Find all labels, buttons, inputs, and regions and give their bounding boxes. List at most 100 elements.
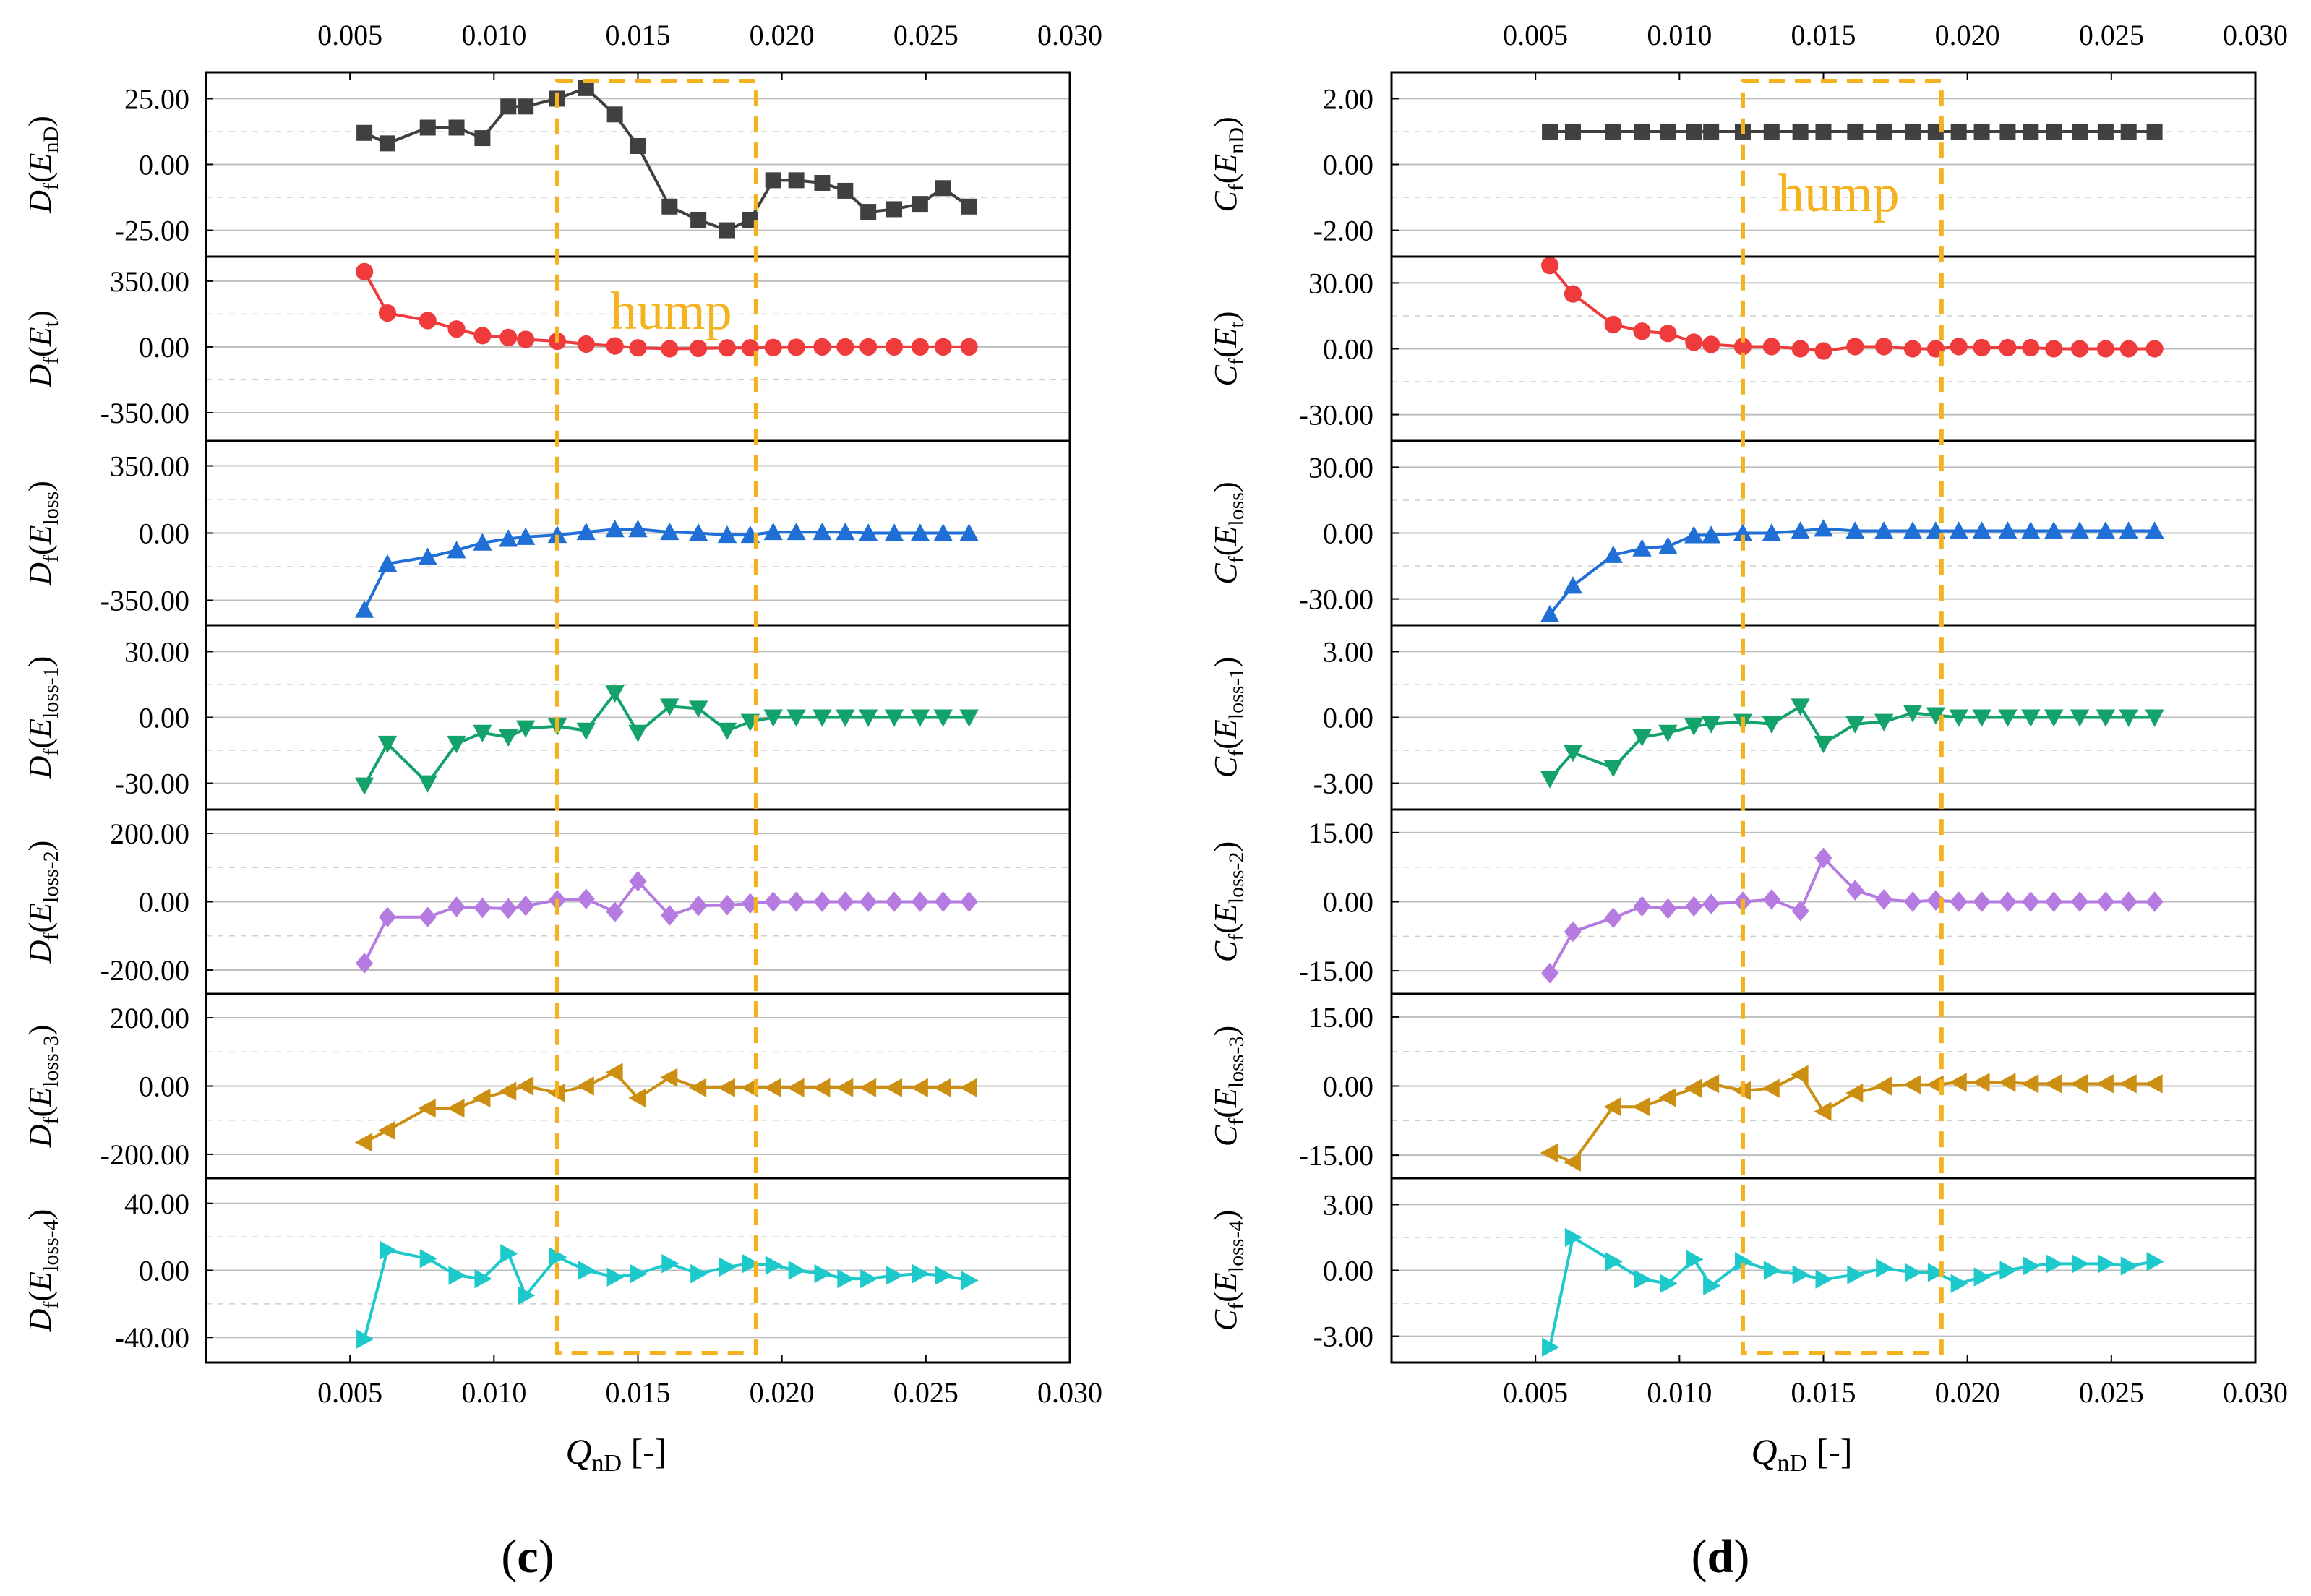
subplot-frame xyxy=(1390,1177,2257,1364)
data-point xyxy=(1791,1065,1809,1084)
data-point xyxy=(1998,709,2018,727)
data-point xyxy=(1542,1337,1560,1357)
y-axis-label-main: C xyxy=(1208,191,1243,213)
data-point xyxy=(2146,1252,2164,1271)
y-tick-label: 0.00 xyxy=(1323,149,1373,181)
y-tick-label: 200.00 xyxy=(110,1002,189,1034)
bottom-x-tick-label: 0.015 xyxy=(606,1376,671,1409)
data-point xyxy=(813,891,831,912)
y-axis-label: Df(Eloss-4) xyxy=(22,1209,63,1333)
data-point xyxy=(719,222,735,239)
data-point xyxy=(660,522,679,541)
data-point xyxy=(742,1254,760,1274)
data-point xyxy=(1950,891,1968,912)
y-tick-label: 15.00 xyxy=(1308,817,1373,849)
y-tick-label: 0.00 xyxy=(139,886,189,919)
subplot-7: 40.00 0.00 -40.00 Df(Eloss-4) xyxy=(22,1177,1071,1364)
data-point xyxy=(1903,705,1923,723)
data-point xyxy=(858,1078,877,1098)
data-point xyxy=(473,533,492,551)
data-point xyxy=(763,522,783,541)
data-point xyxy=(517,895,535,917)
data-point xyxy=(1762,716,1781,734)
y-axis-label-main: C xyxy=(1208,1309,1243,1331)
y-axis-label-sub2: loss-2 xyxy=(1225,852,1248,904)
data-point xyxy=(719,1257,737,1277)
bottom-x-tick-label: 0.010 xyxy=(461,1376,526,1409)
y-axis-label: Cf(Eloss-1) xyxy=(1208,657,1248,778)
data-point xyxy=(786,1078,805,1098)
data-point xyxy=(933,523,953,541)
data-point xyxy=(379,1240,398,1260)
data-point xyxy=(354,600,374,618)
data-point xyxy=(1972,521,1991,539)
data-point xyxy=(787,891,805,912)
data-point xyxy=(2070,891,2089,912)
data-point xyxy=(763,709,783,727)
subplot-6: 200.00 0.00 -200.00 Df(Eloss-3) xyxy=(22,992,1071,1180)
y-tick-label: 30.00 xyxy=(124,635,189,668)
data-point xyxy=(1564,1227,1583,1248)
data-point xyxy=(886,1266,904,1285)
data-point xyxy=(1949,709,1968,727)
data-point xyxy=(2145,891,2164,912)
data-point xyxy=(1903,340,1922,358)
y-axis-label-var: E xyxy=(1208,327,1243,348)
y-tick-label: -3.00 xyxy=(1313,768,1373,800)
x-axis-label-main: Q xyxy=(565,1431,591,1472)
data-point xyxy=(2044,1074,2062,1094)
data-point xyxy=(910,523,930,541)
y-axis-label-sub2: t xyxy=(39,320,63,327)
data-point xyxy=(1659,898,1677,919)
data-point xyxy=(813,1078,831,1098)
data-point xyxy=(1633,322,1651,340)
data-point xyxy=(1603,545,1623,563)
y-axis-label-sub1: f xyxy=(39,1302,63,1309)
y-axis-label-var: E xyxy=(22,525,58,545)
data-point xyxy=(1540,963,1559,984)
y-axis-label-sub1: f xyxy=(39,357,63,364)
data-point xyxy=(419,312,437,330)
data-point xyxy=(378,906,397,928)
data-point xyxy=(1950,123,1967,140)
data-point xyxy=(2072,123,2088,140)
y-axis-label-paren-open: ( xyxy=(1208,923,1243,934)
hump-label: hump xyxy=(610,282,732,341)
data-point xyxy=(1904,123,1921,140)
data-point xyxy=(2021,1074,2039,1094)
subplot-5: 200.00 0.00 -200.00 Df(Eloss-2) xyxy=(22,808,1071,995)
y-tick-label: 40.00 xyxy=(124,1188,189,1220)
y-axis-label-paren-close: ) xyxy=(22,656,58,667)
data-point xyxy=(1762,338,1780,356)
data-point xyxy=(858,523,878,541)
data-point xyxy=(1973,338,1991,357)
y-axis-label-paren-close: ) xyxy=(1208,312,1243,322)
y-axis-label-sub2: loss-3 xyxy=(1225,1037,1248,1089)
data-point xyxy=(549,1247,567,1267)
data-point xyxy=(1927,1263,1946,1282)
y-axis-label-paren-close: ) xyxy=(1208,481,1243,492)
data-point xyxy=(473,724,492,742)
data-point xyxy=(1733,338,1752,356)
y-axis-label-sub1: f xyxy=(1225,934,1248,941)
y-tick-label: 30.00 xyxy=(1308,267,1373,299)
y-axis-label-var: E xyxy=(1208,1272,1243,1292)
data-point xyxy=(1540,257,1559,275)
data-point xyxy=(499,898,518,919)
data-point xyxy=(1540,771,1560,789)
data-point xyxy=(447,1098,465,1118)
y-tick-label: -30.00 xyxy=(1299,583,1373,616)
y-axis-label-main: D xyxy=(22,1124,58,1148)
data-point xyxy=(2096,709,2116,727)
y-tick-label: 25.00 xyxy=(124,82,189,115)
y-axis-label-paren-open: ( xyxy=(22,172,58,183)
data-point xyxy=(630,1264,648,1284)
data-point xyxy=(1876,123,1892,140)
y-axis-label-paren-close: ) xyxy=(22,841,58,851)
data-point xyxy=(547,525,567,544)
data-point xyxy=(1874,713,1894,732)
data-point xyxy=(628,519,648,538)
y-axis-label-paren-open: ( xyxy=(1208,1292,1243,1303)
data-point xyxy=(1603,1097,1621,1117)
y-axis-label-main: C xyxy=(1208,756,1243,778)
